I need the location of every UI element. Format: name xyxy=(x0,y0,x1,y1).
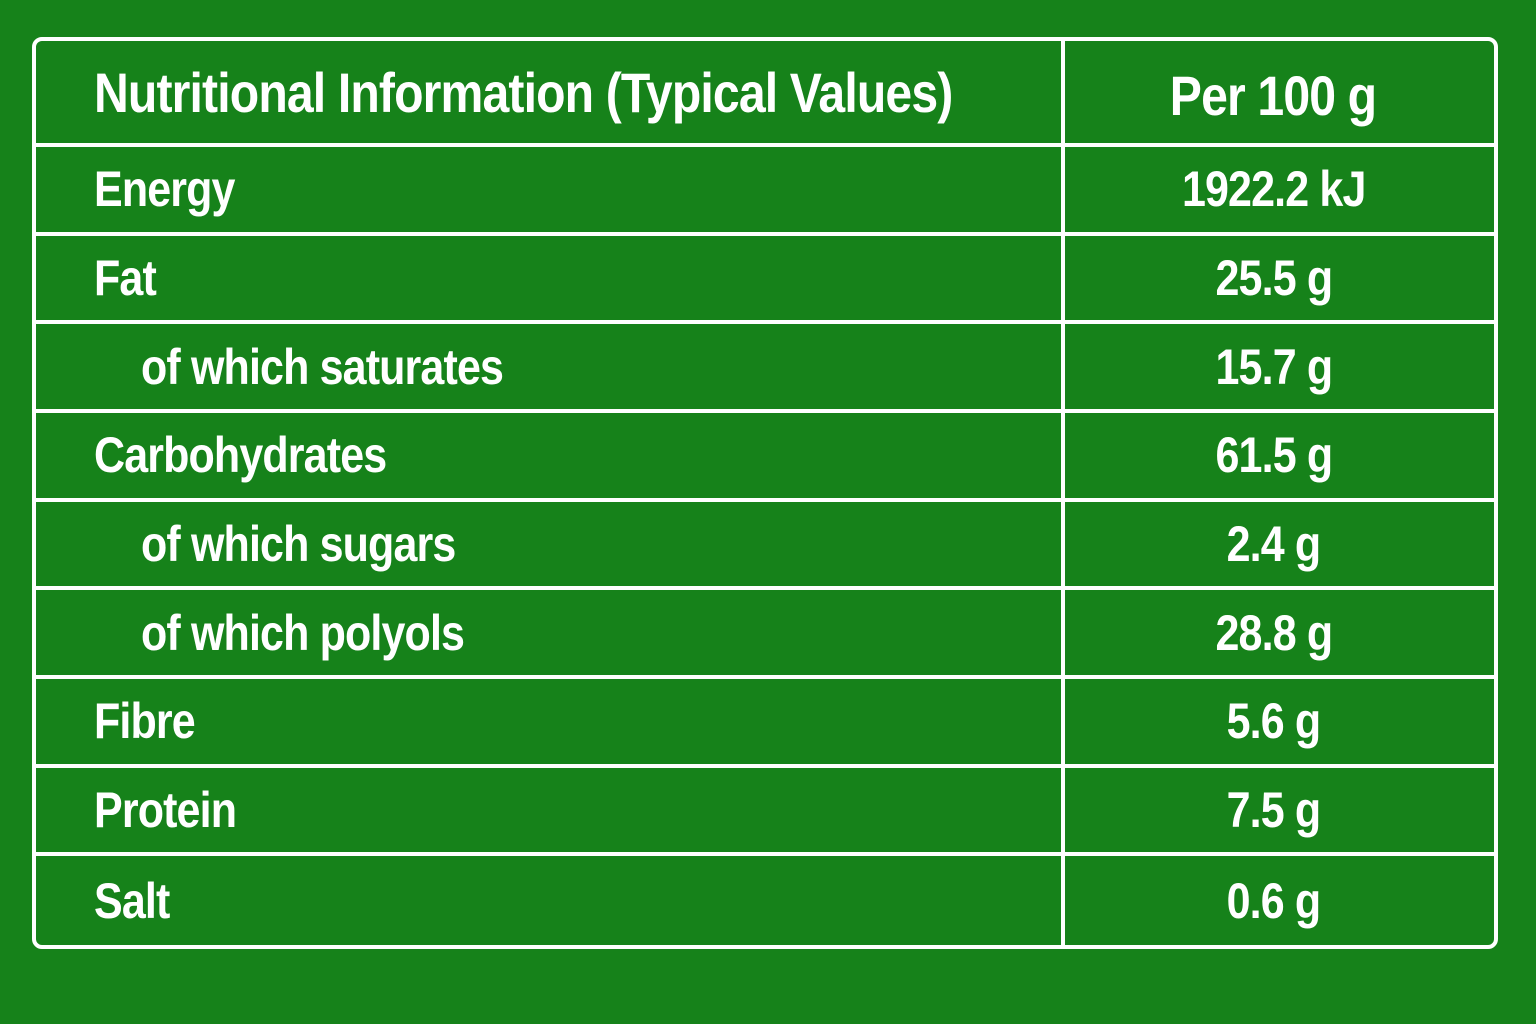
row-value-protein: 7.5 g xyxy=(1226,781,1322,838)
row-label-fibre: Fibre xyxy=(94,693,196,750)
row-fat-label-cell: Fat xyxy=(36,235,1065,325)
row-salt-value-cell: 0.6 g xyxy=(1065,856,1494,945)
header-label-cell: Nutritional Information (Typical Values) xyxy=(36,41,1065,147)
table-header-title: Nutritional Information (Typical Values) xyxy=(94,60,953,124)
row-value-salt: 0.6 g xyxy=(1226,872,1322,929)
row-value-fibre: 5.6 g xyxy=(1226,693,1322,750)
row-label-salt: Salt xyxy=(94,872,170,929)
row-value-energy: 1922.2 kJ xyxy=(1181,161,1366,218)
row-label-energy: Energy xyxy=(94,161,235,218)
row-label-carbohydrates: Carbohydrates xyxy=(94,427,387,484)
row-fibre-value-cell: 5.6 g xyxy=(1065,679,1494,768)
row-fat-value-cell: 25.5 g xyxy=(1065,236,1494,325)
row-value-sugars: 2.4 g xyxy=(1226,515,1322,572)
row-fibre-label-cell: Fibre xyxy=(36,678,1065,768)
row-protein-label-cell: Protein xyxy=(36,767,1065,857)
row-protein-value-cell: 7.5 g xyxy=(1065,768,1494,857)
row-value-carbohydrates: 61.5 g xyxy=(1215,427,1333,484)
row-salt-label-cell: Salt xyxy=(36,856,1065,945)
header-value-cell: Per 100 g xyxy=(1065,41,1494,147)
row-carbohydrates-value-cell: 61.5 g xyxy=(1065,413,1494,502)
row-label-polyols: of which polyols xyxy=(141,604,465,661)
row-polyols-value-cell: 28.8 g xyxy=(1065,590,1494,679)
row-sugars-value-cell: 2.4 g xyxy=(1065,502,1494,591)
row-saturates-value-cell: 15.7 g xyxy=(1065,324,1494,413)
row-label-fat: Fat xyxy=(94,249,157,306)
row-value-saturates: 15.7 g xyxy=(1215,338,1333,395)
row-polyols-label-cell: of which polyols xyxy=(36,590,1065,679)
table-header-per-100g: Per 100 g xyxy=(1170,63,1377,127)
row-label-protein: Protein xyxy=(94,781,237,838)
row-energy-value-cell: 1922.2 kJ xyxy=(1065,147,1494,236)
row-saturates-label-cell: of which saturates xyxy=(36,324,1065,413)
nutrition-table: Nutritional Information (Typical Values)… xyxy=(32,37,1498,949)
row-value-fat: 25.5 g xyxy=(1215,249,1333,306)
row-energy-label-cell: Energy xyxy=(36,147,1065,236)
row-label-saturates: of which saturates xyxy=(141,338,504,395)
row-carbohydrates-label-cell: Carbohydrates xyxy=(36,412,1065,502)
row-sugars-label-cell: of which sugars xyxy=(36,501,1065,591)
row-value-polyols: 28.8 g xyxy=(1215,604,1333,661)
row-label-sugars: of which sugars xyxy=(141,515,456,572)
